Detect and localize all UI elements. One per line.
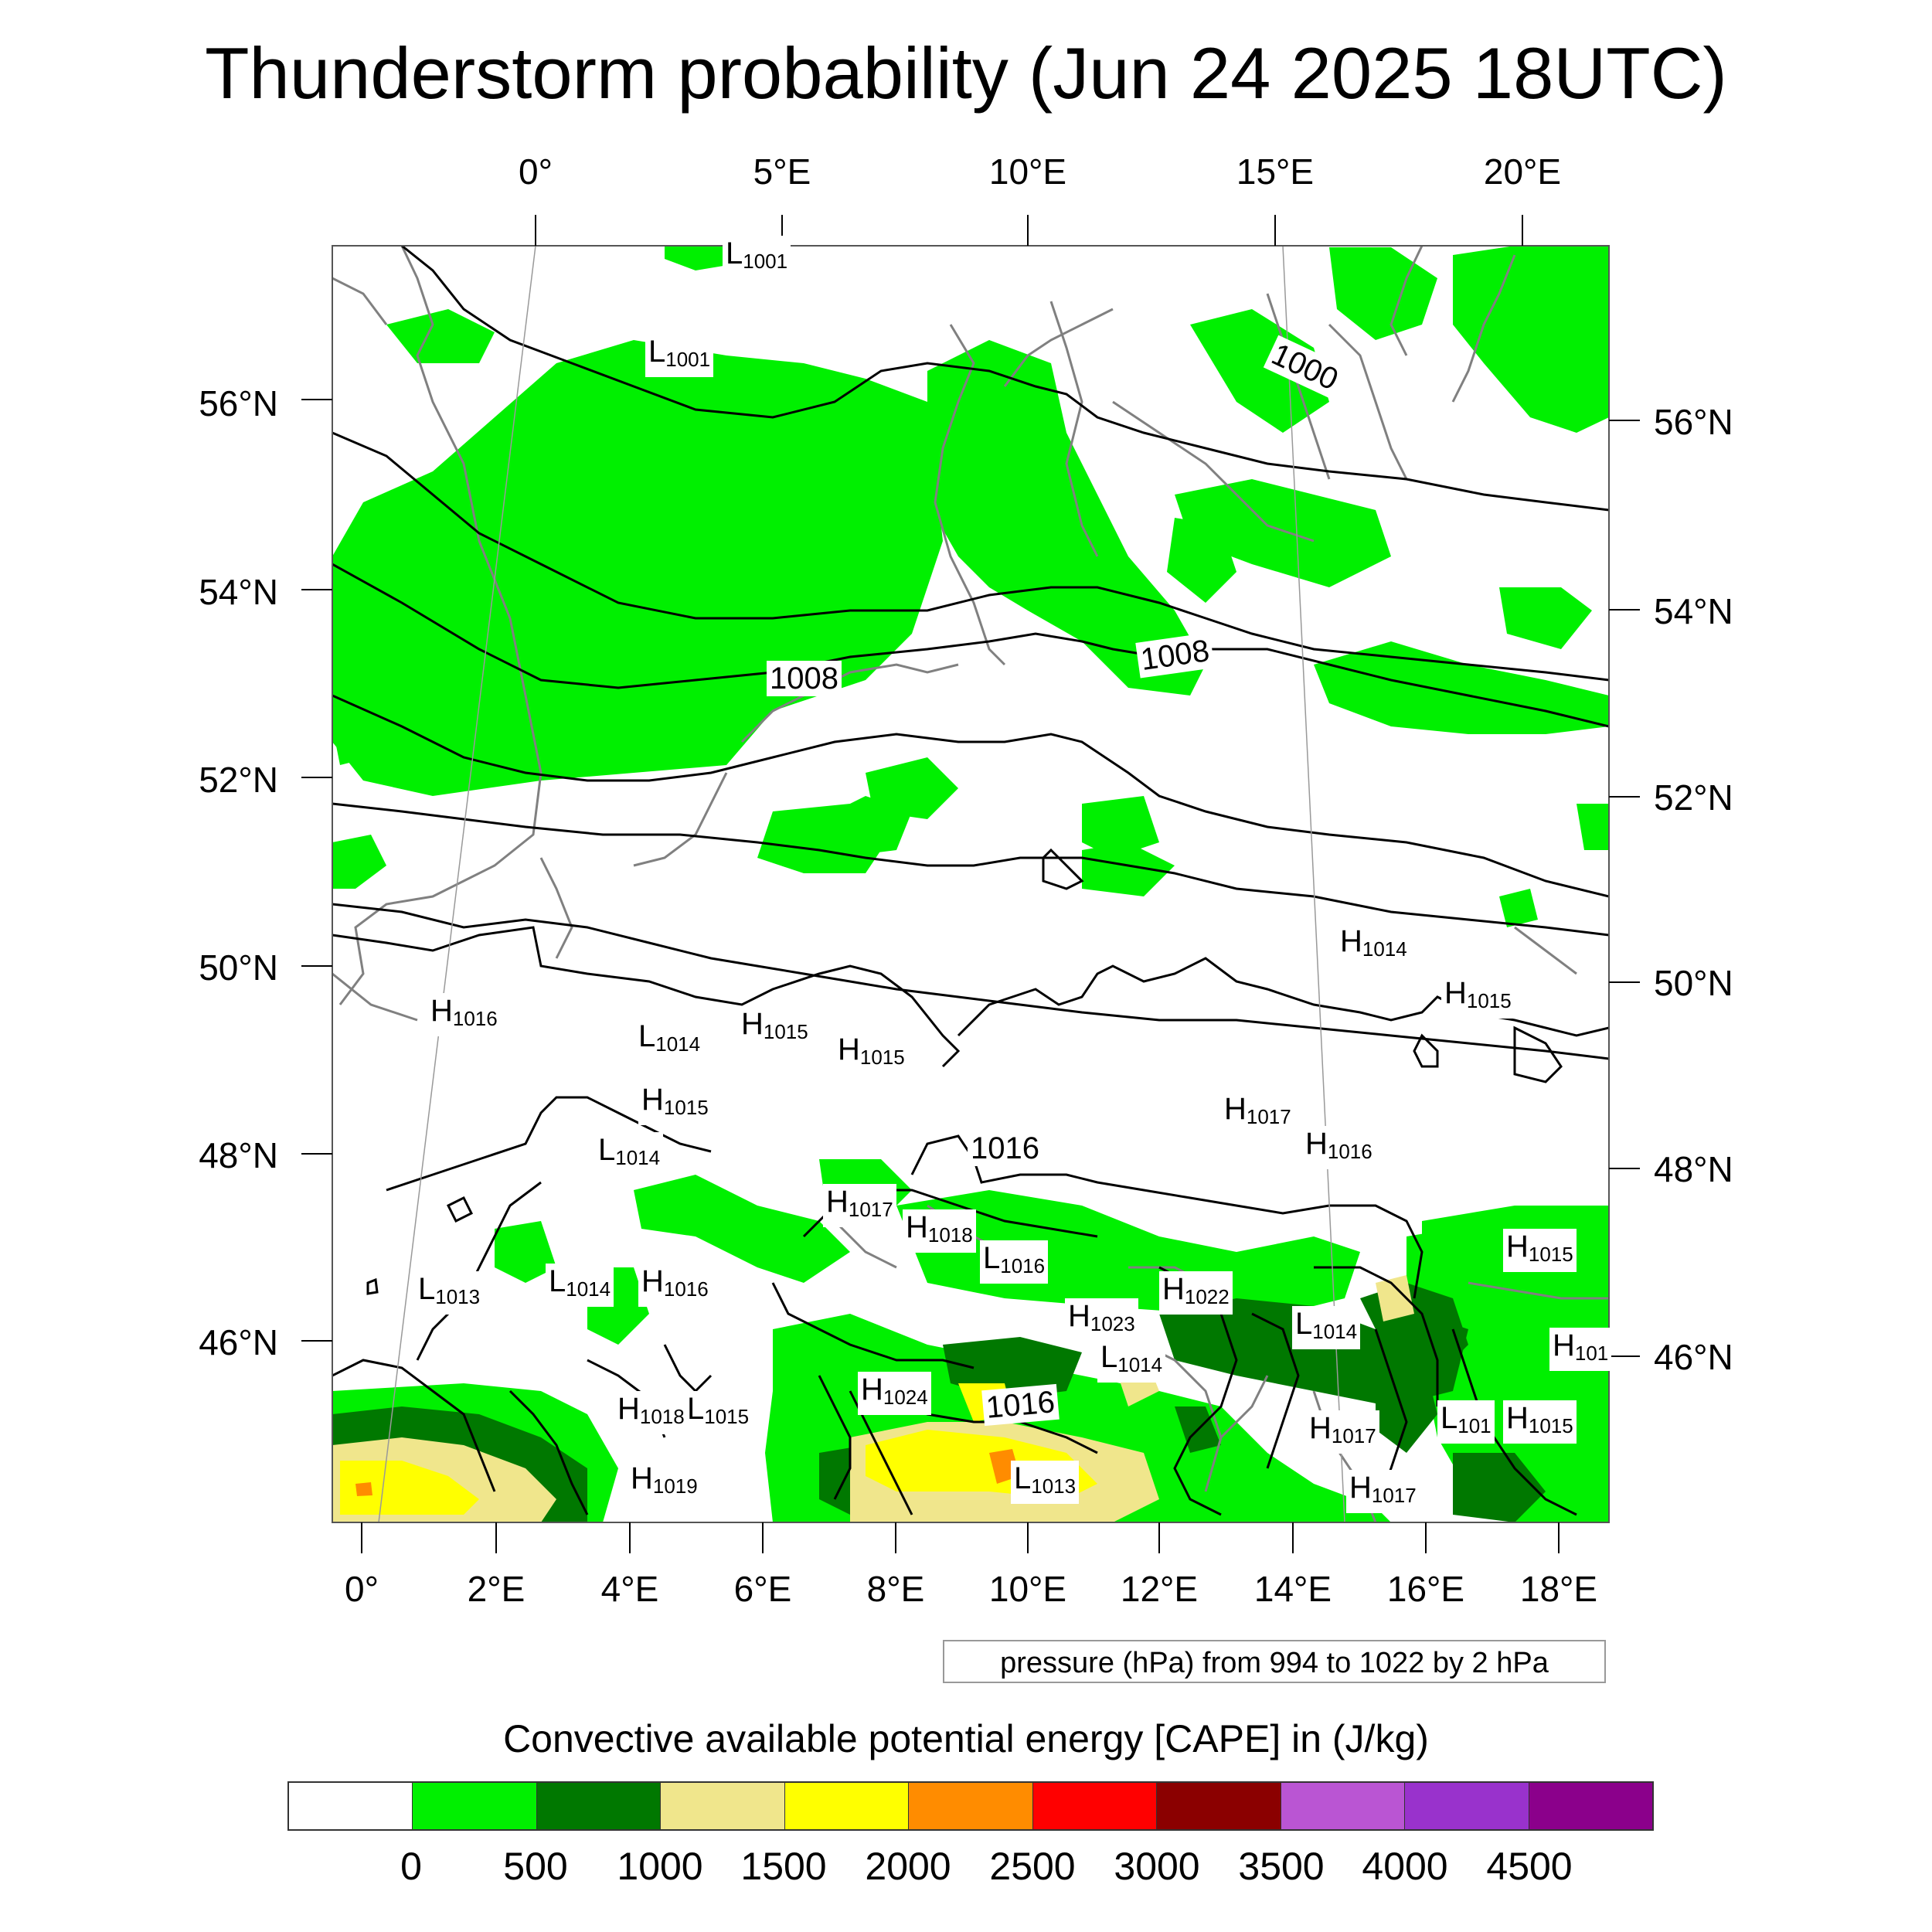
bottom-lon-label: 16°E (1386, 1569, 1465, 1609)
isobars (332, 246, 1609, 1516)
colorbar-tick-label: 0 (400, 1845, 422, 1888)
pressure-system-label: H1015 (1503, 1400, 1577, 1444)
isobar-label: 1016 (981, 1383, 1060, 1427)
pressure-system-label: H1015 (638, 1082, 712, 1125)
bottom-lon-label: 6°E (733, 1569, 792, 1609)
colorbar-swatch (1528, 1783, 1652, 1829)
pressure-system-label: L101 (1437, 1400, 1495, 1444)
colorbar-tick-label: 4000 (1362, 1845, 1448, 1888)
contour-info-box: pressure (hPa) from 994 to 1022 by 2 hPa (943, 1640, 1606, 1683)
pressure-system-label: H1015 (738, 1006, 811, 1049)
colorbar-tick-label: 500 (503, 1845, 568, 1888)
pressure-system-label: H1017 (1346, 1470, 1420, 1513)
pressure-system-label: H1018 (614, 1391, 688, 1434)
map-title: Thunderstorm probability (Jun 24 2025 18… (205, 32, 1727, 114)
pressure-system-label: H1016 (1302, 1126, 1376, 1169)
colorbar-title: Convective available potential energy [C… (503, 1717, 1429, 1760)
bottom-lon-label: 2°E (467, 1569, 526, 1609)
pressure-system-label: H1016 (427, 993, 501, 1036)
pressure-system-label: L1015 (684, 1391, 753, 1434)
colorbar-swatch (1032, 1783, 1157, 1829)
pressure-system-label: H1023 (1065, 1298, 1138, 1342)
isobar-label: 1008 (767, 661, 842, 696)
pressure-system-label: H1017 (823, 1184, 896, 1227)
colorbar-tick-label: 1000 (617, 1845, 703, 1888)
colorbar-tick-label: 1500 (740, 1845, 827, 1888)
pressure-system-label: H1016 (638, 1264, 712, 1307)
colorbar-swatch (289, 1783, 413, 1829)
colorbar-swatch (412, 1783, 536, 1829)
colorbar-tick-label: 2000 (865, 1845, 951, 1888)
pressure-system-label: L1014 (1097, 1339, 1166, 1383)
colorbar (287, 1781, 1654, 1831)
bottom-lon-label: 8°E (866, 1569, 925, 1609)
top-lon-label: 0° (519, 151, 553, 192)
pressure-system-label: H1015 (835, 1032, 908, 1075)
colorbar-tick-label: 4500 (1486, 1845, 1573, 1888)
pressure-system-label: L1013 (1011, 1461, 1080, 1504)
top-lon-label: 10°E (988, 151, 1067, 192)
colorbar-swatch (1404, 1783, 1529, 1829)
left-lat-label: 50°N (199, 947, 278, 988)
pressure-system-label: L1014 (595, 1132, 664, 1175)
right-lat-label: 54°N (1654, 591, 1733, 631)
colorbar-swatch (660, 1783, 784, 1829)
pressure-system-label: L1014 (546, 1264, 614, 1307)
colorbar-swatch (1156, 1783, 1281, 1829)
pressure-system-label: H1017 (1221, 1091, 1294, 1134)
left-lat-label: 52°N (199, 760, 278, 800)
top-lon-label: 20°E (1483, 151, 1562, 192)
coastlines (332, 246, 1609, 1522)
colorbar-tick-label: 3000 (1114, 1845, 1200, 1888)
colorbar-swatch (536, 1783, 661, 1829)
pressure-system-label: H1022 (1159, 1271, 1233, 1315)
bottom-lon-label: 4°E (600, 1569, 659, 1609)
pressure-system-label: L1014 (1292, 1306, 1361, 1349)
colorbar-swatch (1280, 1783, 1405, 1829)
pressure-system-label: H1017 (1306, 1410, 1379, 1454)
isobar-label: 1016 (968, 1131, 1043, 1166)
pressure-system-label: H1015 (1503, 1229, 1577, 1272)
pressure-system-label: L1001 (645, 334, 714, 377)
pressure-system-label: L1013 (415, 1271, 484, 1315)
bottom-lon-label: 18°E (1519, 1569, 1598, 1609)
pressure-system-label: H101 (1549, 1328, 1612, 1371)
right-lat-label: 50°N (1654, 963, 1733, 1003)
top-lon-label: 15°E (1236, 151, 1315, 192)
colorbar-swatch (784, 1783, 909, 1829)
right-lat-label: 52°N (1654, 777, 1733, 818)
pressure-system-label: L1016 (980, 1240, 1049, 1284)
pressure-system-label: H1024 (858, 1372, 931, 1415)
left-lat-label: 56°N (199, 383, 278, 423)
top-lon-label: 5°E (753, 151, 811, 192)
pressure-system-label: H1018 (903, 1209, 976, 1253)
right-lat-label: 56°N (1654, 402, 1733, 442)
right-lat-label: 46°N (1654, 1337, 1733, 1377)
bottom-lon-label: 0° (345, 1569, 379, 1609)
bottom-lon-label: 14°E (1253, 1569, 1332, 1609)
bottom-lon-label: 10°E (988, 1569, 1067, 1609)
pressure-system-label: H1019 (628, 1461, 701, 1504)
pressure-system-label: L1014 (635, 1019, 704, 1062)
colorbar-tick-label: 3500 (1238, 1845, 1325, 1888)
left-lat-label: 54°N (199, 572, 278, 612)
bottom-lon-label: 12°E (1120, 1569, 1199, 1609)
left-lat-label: 46°N (199, 1322, 278, 1362)
left-lat-label: 48°N (199, 1135, 278, 1175)
colorbar-tick-label: 2500 (989, 1845, 1076, 1888)
plot-frame (332, 245, 1610, 1523)
pressure-system-label: L1001 (723, 236, 791, 279)
colorbar-swatch (908, 1783, 1032, 1829)
pressure-system-label: H1014 (1337, 923, 1410, 967)
right-lat-label: 48°N (1654, 1149, 1733, 1189)
pressure-system-label: H1015 (1441, 975, 1515, 1019)
